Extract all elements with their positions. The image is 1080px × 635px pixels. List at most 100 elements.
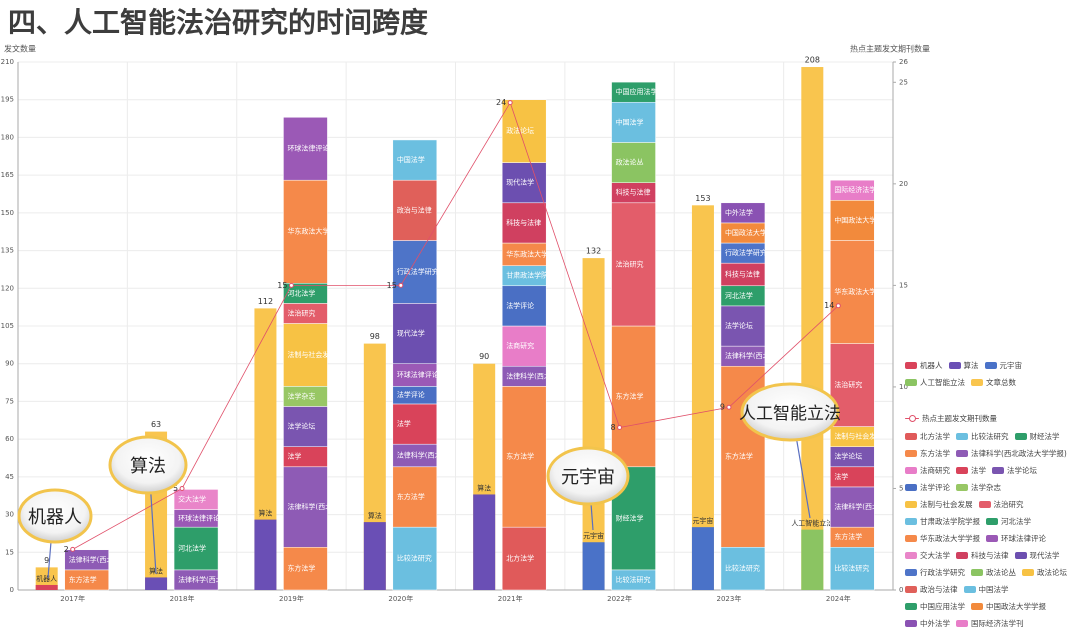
segment-label: 政法论丛 bbox=[616, 158, 644, 167]
callout-text: 算法 bbox=[130, 456, 166, 477]
segment-label: 法制与社会发展 bbox=[287, 350, 336, 359]
legend-item: 行政法学研究 bbox=[905, 567, 965, 578]
legend-label: 法学评论 bbox=[920, 483, 950, 492]
stack-segment bbox=[501, 325, 547, 367]
legend-marker bbox=[909, 415, 916, 422]
stack-segment bbox=[173, 489, 219, 510]
legend-item: 交大法学 bbox=[905, 550, 950, 561]
stack-segment bbox=[830, 240, 875, 344]
legend-item: 法学 bbox=[956, 465, 986, 476]
segment-label: 法学论坛 bbox=[287, 422, 315, 431]
segment-label: 科技与法律 bbox=[506, 218, 541, 227]
legend-label: 甘肃政法学院学报 bbox=[920, 517, 980, 526]
point-label: 2 bbox=[64, 545, 69, 554]
legend-swatch bbox=[905, 552, 917, 559]
legend-label: 环球法律评论 bbox=[1001, 534, 1046, 543]
legend-label: 政治与法律 bbox=[920, 585, 958, 594]
legend-swatch bbox=[956, 552, 968, 559]
segment-label: 法治研究 bbox=[834, 380, 862, 389]
legend-swatch bbox=[992, 467, 1004, 474]
y-tick-label: 195 bbox=[1, 96, 14, 104]
stack-segment bbox=[720, 547, 766, 591]
segment-label: 甘肃政法学院学报 bbox=[506, 271, 562, 280]
segment-label: 中国法学 bbox=[616, 117, 644, 126]
bar-label: 元宇宙 bbox=[692, 516, 713, 525]
segment-label: 法学 bbox=[834, 472, 848, 481]
legend-swatch bbox=[905, 535, 917, 542]
callout-bubble bbox=[17, 488, 93, 544]
legend-item: 法学杂志 bbox=[956, 482, 1001, 493]
stack-segment bbox=[64, 549, 109, 571]
legend-label: 财经法学 bbox=[1029, 432, 1060, 441]
line-point bbox=[70, 546, 76, 552]
segment-label: 华东政法大学学报 bbox=[506, 249, 562, 258]
segment-label: 政治与法律 bbox=[397, 205, 432, 214]
y-tick-label: 165 bbox=[1, 171, 14, 179]
legend-label: 法学论坛 bbox=[1007, 466, 1037, 475]
legend-label: 现代法学 bbox=[1029, 551, 1060, 560]
legend-label: 热点主题发文期刊数量 bbox=[922, 414, 997, 423]
legend-item: 东方法学 bbox=[905, 448, 950, 459]
segment-label: 科技与法律 bbox=[725, 269, 760, 278]
legend-label: 法商研究 bbox=[920, 466, 950, 475]
bar-label: 人工智能立法 bbox=[791, 519, 833, 528]
segment-label: 法治研究 bbox=[616, 259, 644, 268]
segment-label: 法学 bbox=[287, 452, 301, 461]
segment-label: 法律科学(西北政法大学学报) bbox=[69, 555, 159, 564]
stack-segment bbox=[283, 117, 328, 181]
segment-label: 科技与法律 bbox=[616, 188, 651, 197]
legend-item: 人工智能立法 bbox=[905, 377, 965, 388]
y2-tick-label: 25 bbox=[899, 78, 908, 86]
segment-label: 法商研究 bbox=[506, 341, 534, 350]
segment-label: 中国政法大学学报 bbox=[834, 215, 890, 224]
segment-label: 法制与社会发展 bbox=[834, 432, 883, 441]
bar-label: 算法 bbox=[258, 509, 272, 518]
segment-label: 东方法学 bbox=[287, 564, 315, 573]
point-label: 15 bbox=[387, 281, 397, 290]
legend-label: 中国应用法学 bbox=[920, 602, 965, 611]
bar-label: 元宇宙 bbox=[583, 531, 604, 540]
bar bbox=[254, 519, 277, 590]
legend-swatch bbox=[905, 603, 917, 610]
legend-item: 法治研究 bbox=[978, 499, 1024, 510]
stack-segment bbox=[283, 547, 328, 591]
bar bbox=[363, 522, 386, 590]
chart-title: 四、人工智能法治研究的时间跨度 bbox=[8, 6, 428, 39]
x-tick-label: 2020年 bbox=[388, 594, 413, 603]
callout-text: 人工智能立法 bbox=[739, 404, 841, 424]
bar bbox=[801, 529, 824, 590]
segment-label: 政法论坛 bbox=[506, 126, 534, 135]
stack-segment bbox=[392, 179, 438, 241]
segment-label: 法学论坛 bbox=[725, 321, 753, 330]
y2-tick-label: 26 bbox=[899, 58, 908, 66]
legend-label: 人工智能立法 bbox=[920, 378, 965, 387]
y2-tick-label: 0 bbox=[899, 586, 903, 594]
stack-segment bbox=[173, 526, 219, 571]
segment-label: 法律科学(西北政法大学学报) bbox=[397, 450, 487, 459]
legend-swatch bbox=[1022, 569, 1034, 576]
y-tick-label: 210 bbox=[1, 58, 14, 66]
value-label: 153 bbox=[695, 194, 710, 203]
bar bbox=[35, 584, 58, 590]
legend-item: 中国法学 bbox=[963, 584, 1009, 595]
y-tick-label: 15 bbox=[5, 548, 14, 556]
legend-label: 比较法研究 bbox=[971, 432, 1009, 441]
stack-segment bbox=[830, 179, 875, 201]
legend-item: 河北法学 bbox=[986, 516, 1031, 527]
legend-label: 河北法学 bbox=[1001, 517, 1031, 526]
legend-swatch bbox=[956, 450, 968, 457]
legend-swatch bbox=[905, 569, 917, 576]
stack-segment bbox=[501, 99, 547, 163]
legend-label: 法制与社会发展 bbox=[920, 500, 973, 509]
line-point bbox=[617, 425, 623, 431]
legend-swatch bbox=[978, 501, 991, 508]
value-label: 63 bbox=[151, 420, 161, 429]
callout-arrow bbox=[794, 429, 811, 519]
stack-segment bbox=[392, 466, 438, 528]
legend-label: 交大法学 bbox=[920, 551, 950, 560]
y-tick-label: 45 bbox=[5, 473, 14, 481]
x-tick-label: 2017年 bbox=[60, 594, 85, 603]
segment-label: 中国政法大学学报 bbox=[725, 228, 781, 237]
legend-swatch bbox=[1014, 552, 1027, 559]
legend-label: 国际经济法学刊 bbox=[971, 619, 1024, 628]
